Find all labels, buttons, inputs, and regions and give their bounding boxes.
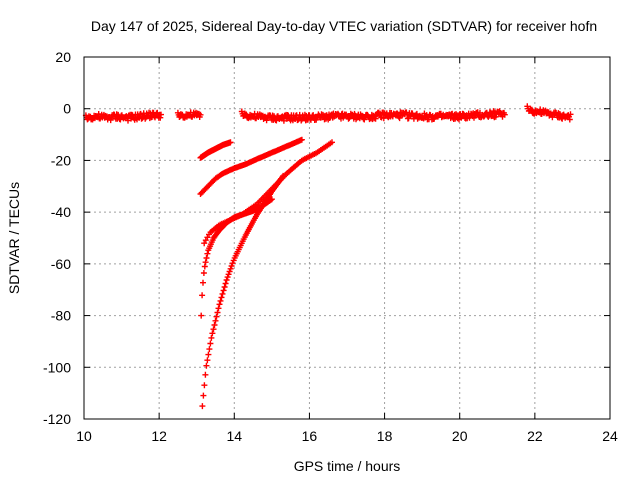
axis-ticks: 10 12 14 16 18 20 22 24 -120 -100 -80 -60 -40 -20 0 20 [43,49,618,444]
series-markers [197,136,305,197]
chart-title: Day 147 of 2025, Sidereal Day-to-day VTE… [91,18,597,34]
series-markers [82,109,164,124]
x-tick-label: 16 [302,428,318,444]
series-baseline-3 [238,108,508,124]
series-markers [238,108,508,124]
x-tick-label: 12 [151,428,167,444]
x-tick-label: 24 [602,428,618,444]
x-tick-label: 22 [527,428,543,444]
series-markers [197,139,234,161]
y-tick-label: -100 [43,359,71,375]
x-axis-label: GPS time / hours [294,458,401,474]
series-markers [174,109,204,121]
y-tick-label: -20 [51,152,71,168]
data-points [82,103,574,410]
y-tick-label: -80 [51,308,71,324]
series-markers [524,103,574,123]
y-axis-label: SDTVAR / TECUs [6,182,22,294]
y-tick-label: 0 [63,101,71,117]
x-tick-label: 20 [452,428,468,444]
series-arc-a [197,139,234,161]
plot-frame [83,56,611,420]
series-arc-e [199,172,287,410]
y-tick-label: -120 [43,411,71,427]
series-baseline-1 [82,109,164,124]
y-tick-label: -60 [51,256,71,272]
series-baseline-2 [174,109,204,121]
y-tick-label: 20 [55,49,71,65]
series-arc-b [197,136,305,197]
series-markers [199,172,287,410]
series-baseline-4 [524,103,574,123]
x-tick-label: 18 [377,428,393,444]
x-tick-label: 14 [226,428,242,444]
y-tick-label: -40 [51,204,71,220]
x-tick-label: 10 [76,428,92,444]
